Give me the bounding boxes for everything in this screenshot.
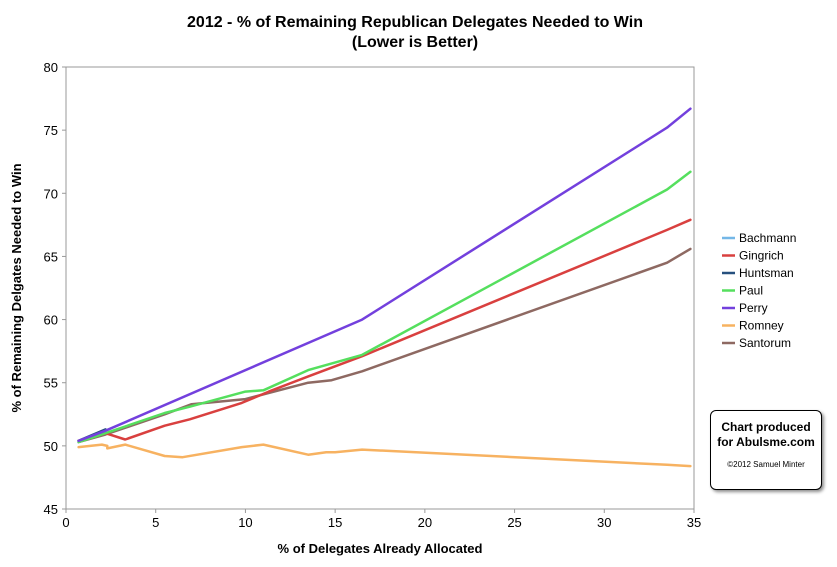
credit-line-1: Chart produced	[721, 420, 811, 434]
x-axis: 0 5 10 15 20 25 30 35	[62, 509, 701, 530]
y-tick-label: 55	[44, 376, 58, 391]
series-line-paul	[77, 170, 692, 444]
y-tick-label: 75	[44, 123, 58, 138]
x-tick-label: 15	[328, 515, 342, 530]
legend-label-santorum: Santorum	[739, 336, 791, 350]
x-tick-label: 20	[418, 515, 432, 530]
y-axis-title: % of Remaining Delgates Needed to Win	[9, 163, 24, 412]
x-tick-label: 5	[152, 515, 159, 530]
x-tick-label: 10	[238, 515, 252, 530]
legend-label-gingrich: Gingrich	[739, 249, 784, 263]
y-tick-label: 45	[44, 502, 58, 517]
legend-label-paul: Paul	[739, 284, 763, 298]
y-tick-label: 60	[44, 313, 58, 328]
series-line-gingrich	[77, 218, 692, 443]
x-tick-label: 25	[507, 515, 521, 530]
y-axis: 45 50 55 60 65 70 75 80	[44, 60, 66, 517]
legend-label-romney: Romney	[739, 319, 784, 333]
series-line-romney	[77, 443, 692, 468]
x-tick-label: 0	[62, 515, 69, 530]
y-tick-label: 70	[44, 186, 58, 201]
credit-line-2: for Abulsme.com	[717, 435, 815, 449]
y-tick-label: 80	[44, 60, 58, 75]
x-tick-label: 35	[687, 515, 701, 530]
x-tick-label: 30	[597, 515, 611, 530]
chart-title: 2012 - % of Remaining Republican Delegat…	[187, 14, 643, 31]
legend-label-bachmann: Bachmann	[739, 231, 796, 245]
plot-area	[65, 66, 695, 510]
credit-copyright: ©2012 Samuel Minter	[727, 460, 805, 469]
credit-box: Chart produced for Abulsme.com ©2012 Sam…	[710, 410, 822, 490]
series-line-perry	[77, 107, 692, 443]
chart-subtitle: (Lower is Better)	[352, 34, 478, 51]
y-tick-label: 50	[44, 439, 58, 454]
legend-label-perry: Perry	[739, 301, 768, 315]
y-tick-label: 65	[44, 249, 58, 264]
legend: Bachmann Gingrich Huntsman Paul Perry Romney S…	[722, 231, 796, 350]
x-axis-title: % of Delegates Already Allocated	[278, 541, 483, 556]
legend-label-huntsman: Huntsman	[739, 266, 794, 280]
series-lines	[77, 107, 692, 468]
